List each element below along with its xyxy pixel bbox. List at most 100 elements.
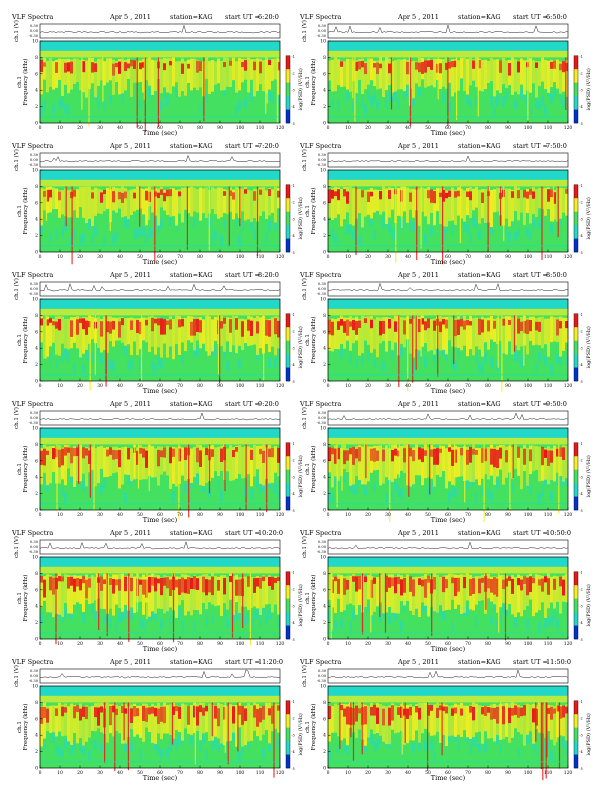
spectrogram-cell (337, 744, 340, 755)
freq-axis-label-line2: Frequency (kHz) (22, 575, 29, 622)
spectrogram-cell (514, 186, 517, 212)
colorbar-segment (286, 82, 290, 97)
spectrogram-cell (418, 707, 421, 720)
spectrogram-cell (163, 706, 166, 724)
spectrogram-cell (355, 93, 358, 104)
spectrogram-cell (343, 703, 346, 739)
spectrogram-cell (517, 447, 520, 476)
spectrogram-cell (433, 750, 436, 761)
spectrogram-cell (427, 447, 430, 478)
spectrogram-cell (103, 478, 106, 489)
spectrogram-cell (532, 703, 535, 744)
spectrogram-cell (355, 445, 358, 477)
spectrogram-cell (328, 318, 331, 351)
spectrogram-spike (552, 186, 555, 222)
colorbar-axis-label: log(PSD) (V²/Hz) (585, 455, 592, 497)
spectrogram-cell (565, 445, 568, 479)
colorbar-tick-label: -4 (580, 750, 583, 754)
time-tick-label: 80 (197, 641, 203, 647)
spectrogram-cell (277, 58, 280, 95)
colorbar-tick-label: -5 (292, 509, 295, 513)
freq-axis-label-line2: Frequency (kHz) (310, 59, 317, 106)
spectrogram-cell (523, 60, 526, 95)
spectrogram-cell (169, 319, 172, 330)
colorbar-segment (574, 211, 578, 226)
spectrogram-cell (52, 732, 55, 743)
spectrogram-cell (76, 448, 79, 481)
spectrogram-cell (358, 320, 361, 328)
spectrogram-cell (376, 60, 379, 90)
spectrogram-cell (238, 445, 241, 474)
spectrogram-cell (487, 61, 490, 84)
colorbar-segment (574, 313, 578, 328)
spectrogram-spike (412, 315, 414, 383)
time-tick-label: 20 (365, 770, 371, 776)
spectrogram-spike (485, 573, 487, 610)
freq-axis-label-line1: ch.1 (17, 76, 23, 88)
spectrogram-cell (421, 318, 424, 325)
spectrogram-cell (124, 345, 127, 356)
spectrogram-cell (439, 187, 442, 225)
spectrogram-cell (94, 63, 97, 72)
spectrogram-cell (520, 706, 523, 735)
spectrogram-cell (418, 87, 421, 98)
spectrogram-cell (517, 318, 520, 351)
spectrogram-cell (79, 318, 82, 323)
spectrogram-cell (559, 63, 562, 71)
spectrogram-cell (112, 234, 115, 244)
colorbar-tick-label: -4 (292, 363, 295, 367)
spectrogram-cell (217, 187, 220, 219)
spectrogram-cell (220, 187, 223, 218)
colorbar-segment (286, 225, 290, 239)
spectrogram-cell (376, 189, 379, 211)
spectrogram-cell (226, 189, 229, 215)
spectrogram-cell (82, 317, 85, 354)
spectrogram-cell (550, 448, 553, 480)
spectrogram-panel: VLF Spectra Apr 5 , 2011 station=KAG start … (11, 658, 304, 782)
spectrogram-cell (256, 608, 259, 619)
spectrogram-cell (118, 706, 121, 734)
spectrogram-cell (247, 739, 250, 750)
spectrogram-cell (538, 321, 541, 332)
spectrogram-cell (523, 189, 526, 225)
spectrogram-cell (241, 743, 244, 754)
spectrogram-cell (382, 60, 385, 98)
time-tick-label: 110 (256, 770, 265, 776)
spectrogram-cell (88, 578, 91, 588)
spectrogram-cell (385, 576, 388, 613)
freq-axis-label-line2: Frequency (kHz) (310, 317, 317, 364)
spectrogram-cell (46, 708, 49, 723)
waveform-frame (327, 152, 569, 168)
spectrogram-spike (256, 186, 259, 257)
colorbar-segment (286, 238, 290, 253)
spectrogram-cell (445, 316, 448, 355)
spectrogram-cell (196, 447, 199, 463)
panel-date-label: Apr 5 , 2011 (397, 658, 439, 666)
spectrogram-cell (553, 192, 556, 204)
spectrogram-cell (337, 705, 340, 737)
spectrogram-cell (244, 60, 247, 71)
spectrogram-cell (241, 446, 244, 479)
spectrogram-cell (73, 739, 76, 750)
time-tick-label: 100 (236, 125, 245, 131)
time-axis-label: Time (sec) (143, 774, 178, 782)
spectrogram-spike (114, 702, 116, 772)
spectrogram-cell (328, 60, 331, 81)
spectrogram-spike (144, 57, 146, 133)
spectrogram-cell (64, 221, 67, 232)
colorbar-tick-label: -5 (580, 380, 583, 384)
spectrogram-cell (541, 578, 544, 592)
spectrogram-spike (453, 315, 455, 365)
spectrogram-cell (391, 61, 394, 93)
spectrogram-cell (466, 733, 469, 743)
spectrogram-cell (247, 315, 250, 346)
spectrogram-cell (145, 58, 148, 81)
time-tick-label: 100 (524, 383, 533, 389)
spectrogram-cell (451, 449, 454, 466)
spectrogram-cell (541, 316, 544, 349)
spectrogram-cell (418, 317, 421, 351)
spectrogram-panel: VLF Spectra Apr 5 , 2011 station=KAG start … (11, 271, 304, 395)
spectrogram-cell (442, 703, 445, 736)
spectrogram-cell (517, 187, 520, 221)
spectrogram-cell (457, 704, 460, 735)
